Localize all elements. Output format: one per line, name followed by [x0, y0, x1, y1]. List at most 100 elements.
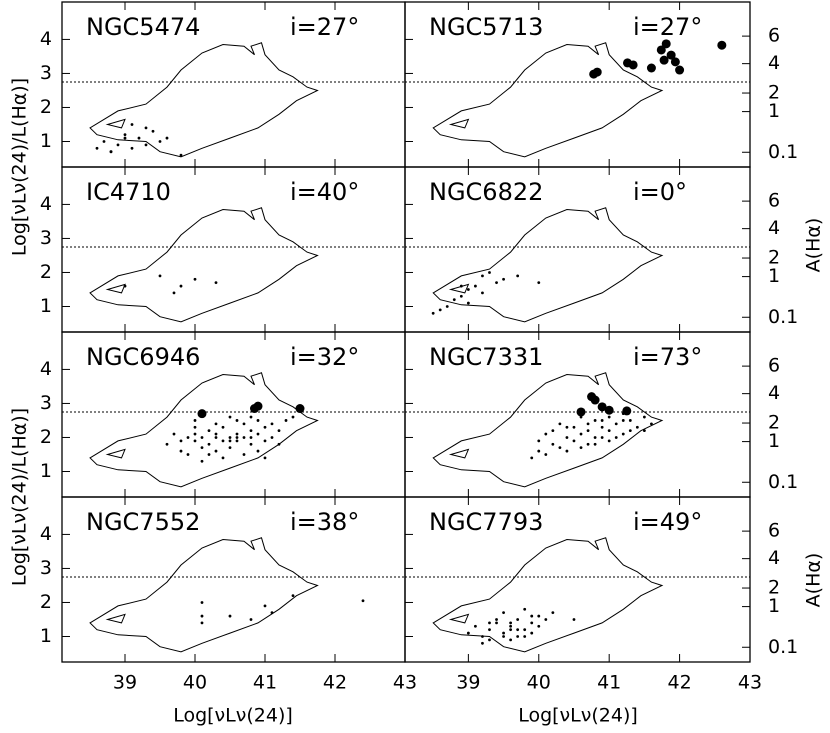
y2-tick-label: 1 — [768, 100, 780, 122]
point — [123, 136, 127, 140]
point — [586, 429, 590, 433]
point — [565, 436, 569, 439]
large-point — [197, 409, 207, 419]
model-outline — [105, 448, 126, 459]
point — [600, 425, 604, 429]
x-tick-label: 41 — [597, 672, 621, 694]
y-tick-label: 1 — [40, 295, 52, 317]
large-point — [590, 395, 600, 405]
y-tick-label: 4 — [40, 358, 52, 380]
point — [179, 153, 183, 157]
inclination-label: i=32° — [290, 343, 359, 371]
y-axis-label: Log[νLν(24)/L(Hα)] — [9, 408, 31, 586]
point — [509, 638, 513, 642]
large-point — [659, 55, 669, 65]
point — [214, 281, 218, 285]
point — [466, 631, 470, 635]
point — [523, 607, 527, 611]
y2-tick-label: 6 — [768, 190, 780, 212]
y-tick-label: 3 — [40, 557, 52, 579]
x-tick-label: 39 — [113, 672, 137, 694]
point — [516, 635, 520, 638]
point — [509, 628, 513, 632]
point — [621, 419, 625, 422]
panel-title: NGC7331 — [429, 343, 543, 371]
x-tick-label: 43 — [738, 672, 762, 694]
point — [488, 628, 491, 632]
point — [481, 635, 484, 638]
point — [459, 284, 463, 288]
point — [593, 419, 597, 422]
point — [481, 291, 484, 295]
point — [614, 436, 618, 439]
point — [488, 271, 491, 274]
point — [207, 442, 211, 446]
point — [249, 429, 253, 433]
model-outline — [432, 207, 664, 323]
point — [172, 291, 176, 295]
y2-tick-label: 6 — [768, 25, 780, 47]
point — [200, 601, 204, 604]
point — [228, 439, 232, 443]
point — [123, 284, 127, 288]
point — [530, 614, 534, 618]
large-point — [622, 406, 632, 416]
point — [650, 422, 653, 426]
model-outline — [448, 448, 470, 459]
point — [551, 429, 555, 433]
y2-tick-label: 1 — [768, 595, 780, 617]
x-tick-label: 40 — [527, 672, 551, 694]
large-point — [646, 63, 656, 73]
point — [193, 432, 197, 436]
point — [516, 628, 520, 632]
y-tick-label: 4 — [40, 523, 52, 545]
large-point — [656, 45, 666, 55]
panel-title: NGC6822 — [429, 178, 543, 206]
point — [361, 599, 365, 603]
point — [144, 126, 148, 130]
large-point — [628, 60, 638, 70]
y-tick-label: 2 — [40, 96, 52, 118]
point — [256, 432, 260, 436]
y2-tick-label: 1 — [768, 430, 780, 452]
point — [530, 631, 534, 635]
point — [607, 415, 611, 419]
point — [607, 439, 611, 443]
point — [200, 459, 204, 463]
point — [642, 429, 646, 433]
point — [628, 419, 632, 422]
point — [263, 604, 267, 608]
inclination-label: i=38° — [290, 508, 359, 536]
model-outline — [432, 537, 664, 653]
panel-title: NGC7552 — [86, 508, 200, 536]
point — [495, 281, 498, 285]
point — [109, 150, 113, 154]
panel-title: NGC7793 — [429, 508, 543, 536]
point — [242, 422, 246, 426]
inclination-label: i=0° — [633, 178, 687, 206]
point — [628, 429, 632, 433]
point — [607, 429, 611, 433]
point — [179, 284, 183, 288]
point — [530, 456, 534, 460]
point — [565, 425, 569, 429]
point — [537, 281, 541, 285]
x-tick-label: 43 — [393, 672, 417, 694]
y2-tick-label: 4 — [768, 217, 780, 239]
point — [214, 422, 218, 426]
point — [263, 425, 267, 429]
y-tick-label: 3 — [40, 62, 52, 84]
inclination-label: i=27° — [290, 13, 359, 41]
point — [516, 274, 520, 278]
point — [579, 432, 583, 436]
y2-tick-label: 4 — [768, 52, 780, 74]
point — [200, 446, 204, 450]
point — [488, 638, 491, 642]
y-tick-label: 2 — [40, 591, 52, 613]
point — [193, 439, 197, 443]
point — [291, 415, 295, 419]
panel-title: NGC5474 — [86, 13, 200, 41]
inclination-label: i=49° — [633, 508, 702, 536]
large-point — [597, 402, 607, 412]
